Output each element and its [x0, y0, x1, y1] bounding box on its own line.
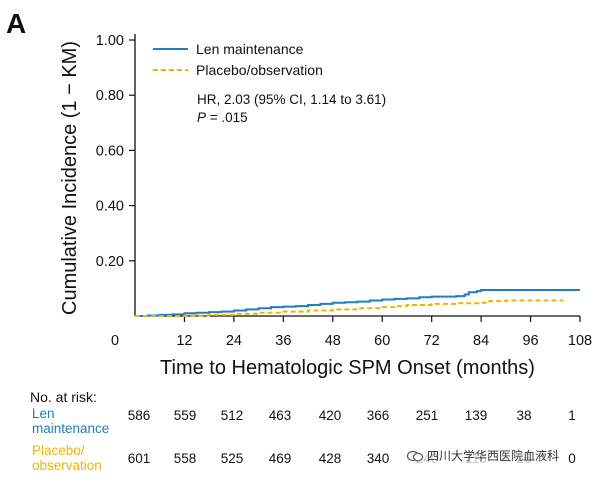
series-line-len-maintenance [135, 289, 580, 317]
panel-letter: A [6, 8, 27, 39]
x-tick-label: 108 [568, 333, 592, 349]
risk-row-label-line2: maintenance [32, 421, 110, 436]
risk-value: 469 [268, 451, 292, 466]
legend-label-placebo: Placebo/observation [196, 62, 323, 78]
legend-label-len: Len maintenance [196, 41, 304, 57]
risk-value: 340 [366, 451, 390, 466]
risk-value: 512 [220, 408, 244, 423]
x-tick-label: 72 [424, 333, 440, 349]
risk-value: 1 [568, 408, 576, 423]
risk-row-label-line2: observation [32, 458, 102, 473]
risk-value: 463 [268, 408, 292, 423]
y-tick-label: 0.20 [96, 254, 124, 270]
risk-table-header: No. at risk: [30, 389, 97, 405]
risk-row-label-placebo: Placebo/ observation [32, 443, 102, 473]
tick-group: 0 12 24 36 48 60 72 84 96 108 0.20 0.40 0.60 0.80 1.00 [96, 33, 592, 349]
risk-value: 559 [173, 408, 197, 423]
risk-value: 586 [127, 408, 151, 423]
p-value-annotation: P = .015 [197, 110, 248, 125]
risk-value: 0 [568, 451, 576, 466]
x-tick-label: 36 [275, 333, 291, 349]
legend: Len maintenance Placebo/observation [153, 41, 323, 78]
p-value: = .015 [206, 110, 248, 125]
y-tick-label: 1.00 [96, 33, 124, 49]
risk-value: 525 [220, 451, 244, 466]
risk-value: 420 [318, 408, 342, 423]
series-group [135, 289, 580, 317]
x-tick-label: 84 [473, 333, 489, 349]
series-line-placebo-observation [135, 299, 564, 317]
x-tick-label: 0 [111, 333, 119, 349]
risk-value: 601 [127, 451, 151, 466]
risk-value: 38 [516, 408, 532, 423]
wechat-icon [407, 450, 423, 461]
risk-value: 558 [173, 451, 197, 466]
risk-row-label-len: Len maintenance [32, 406, 109, 436]
risk-value: 366 [366, 408, 390, 423]
x-tick-label: 60 [374, 333, 390, 349]
risk-value: 251 [415, 408, 439, 423]
risk-value: 428 [318, 451, 342, 466]
x-axis-label: Time to Hematologic SPM Onset (months) [160, 357, 535, 379]
x-tick-label: 96 [522, 333, 538, 349]
risk-value: 139 [464, 408, 488, 423]
watermark: 四川大学华西医院血液科 [404, 446, 563, 465]
y-tick-label: 0.40 [96, 199, 124, 215]
y-tick-label: 0.60 [96, 143, 124, 159]
y-tick-label: 0.80 [96, 88, 124, 104]
watermark-text: 四川大学华西医院血液科 [427, 449, 560, 463]
x-tick-label: 48 [325, 333, 341, 349]
risk-row-label-line1: Len [32, 406, 55, 421]
y-axis-label: Cumulative Incidence (1 − KM) [59, 41, 81, 315]
x-tick-label: 12 [176, 333, 192, 349]
risk-row-label-line1: Placebo/ [32, 443, 85, 458]
x-tick-label: 24 [226, 333, 242, 349]
p-label: P [197, 110, 206, 125]
hazard-ratio-annotation: HR, 2.03 (95% CI, 1.14 to 3.61) [197, 92, 386, 107]
